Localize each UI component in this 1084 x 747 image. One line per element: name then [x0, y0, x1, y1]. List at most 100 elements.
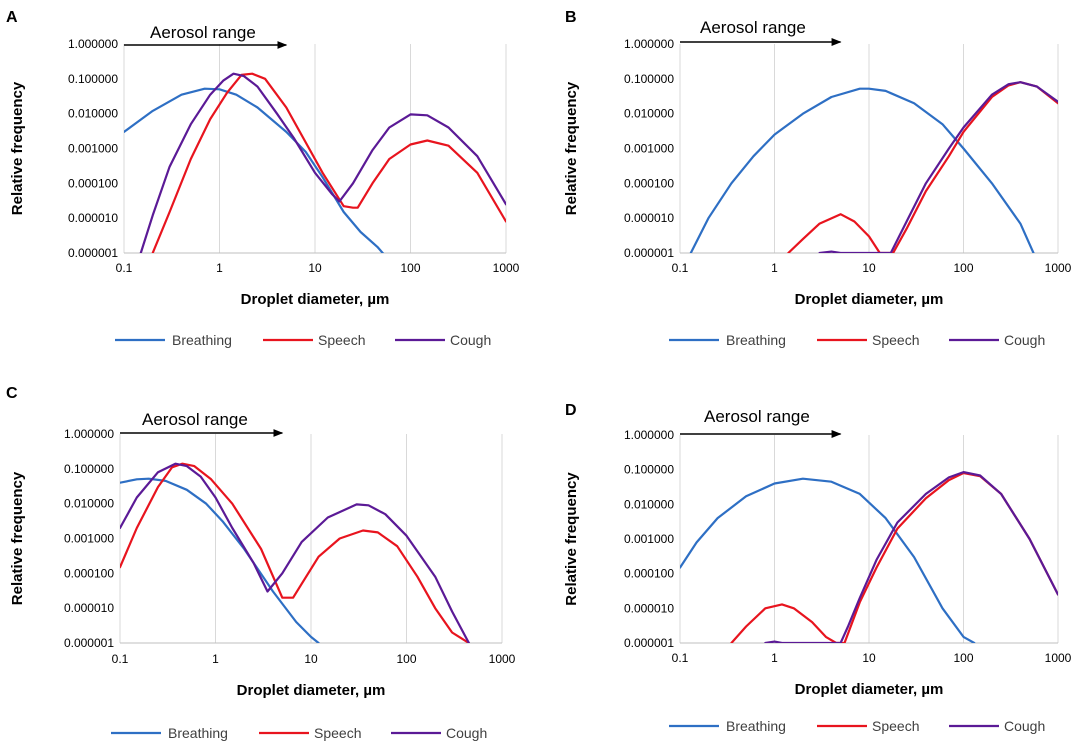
x-tick-label: 0.1	[672, 261, 689, 275]
aerosol-range-label: Aerosol range	[700, 18, 806, 37]
legend-label-speech: Speech	[872, 332, 919, 348]
legend-label-breathing: Breathing	[726, 332, 786, 348]
legend: Breathing Speech Cough	[115, 332, 491, 348]
y-tick-label: 0.000010	[624, 601, 674, 615]
x-tick-label: 10	[304, 652, 318, 666]
legend: Breathing Speech Cough	[669, 332, 1045, 348]
y-tick-label: 0.001000	[68, 142, 118, 156]
chart-panel-d: D 0.000001 0.000010 0.000100 0.001000 0.01000…	[563, 402, 1072, 734]
y-tick-label: 0.000100	[64, 566, 114, 580]
chart-panel-c: C 0.000001 0.000010 0.000100 0.001000 0.01000…	[6, 385, 516, 741]
series-line-cough	[120, 462, 470, 643]
y-tick-label: 1.000000	[68, 37, 118, 51]
series-line-speech	[730, 471, 1058, 643]
x-tick-label: 10	[862, 651, 876, 665]
legend: Breathing Speech Cough	[111, 725, 487, 741]
y-tick-label: 0.000001	[68, 246, 118, 260]
y-axis-title: Relative frequency	[9, 81, 26, 215]
x-tick-label: 10	[308, 261, 322, 275]
series-line-speech	[787, 81, 1058, 253]
x-axis-title: Droplet diameter, µm	[237, 682, 386, 699]
y-tick-label: 0.000010	[68, 211, 118, 225]
chart-panel-a: A 0.000001 0.000010 0.000100 0.001000 0.01000…	[6, 9, 520, 348]
x-tick-label: 0.1	[112, 652, 129, 666]
x-axis-title: Droplet diameter, µm	[795, 681, 944, 698]
x-tick-label: 1000	[493, 261, 520, 275]
legend-label-breathing: Breathing	[726, 718, 786, 734]
x-tick-label: 10	[862, 261, 876, 275]
x-tick-label: 1000	[489, 652, 516, 666]
aerosol-range-label: Aerosol range	[150, 23, 256, 42]
series-line-breathing	[120, 477, 320, 643]
y-tick-label: 0.100000	[624, 72, 674, 86]
y-tick-label: 0.100000	[624, 463, 674, 477]
legend-label-breathing: Breathing	[172, 332, 232, 348]
legend-label-cough: Cough	[1004, 718, 1045, 734]
x-tick-label: 1000	[1045, 261, 1072, 275]
x-tick-label: 100	[400, 261, 420, 275]
y-tick-label: 0.100000	[64, 462, 114, 476]
legend: Breathing Speech Cough	[669, 718, 1045, 734]
y-axis-title: Relative frequency	[563, 81, 580, 215]
series-line-speech	[151, 72, 506, 253]
y-tick-label: 0.000001	[624, 636, 674, 650]
series-line-speech	[120, 462, 470, 643]
y-tick-label: 0.010000	[68, 107, 118, 121]
x-tick-label: 0.1	[116, 261, 133, 275]
series-line-cough	[818, 81, 1058, 253]
y-axis-title: Relative frequency	[563, 472, 580, 606]
y-tick-label: 0.010000	[624, 107, 674, 121]
series-line-cough	[764, 471, 1058, 643]
x-tick-label: 100	[396, 652, 416, 666]
y-tick-label: 0.000010	[624, 211, 674, 225]
x-axis-title: Droplet diameter, µm	[795, 291, 944, 308]
y-tick-label: 0.100000	[68, 72, 118, 86]
y-tick-label: 0.000100	[624, 176, 674, 190]
x-tick-label: 1	[216, 261, 223, 275]
aerosol-range-label: Aerosol range	[142, 410, 248, 429]
y-tick-label: 0.001000	[624, 142, 674, 156]
series-lines	[689, 81, 1058, 253]
panel-letter: C	[6, 385, 18, 402]
x-tick-label: 1	[771, 651, 778, 665]
x-tick-label: 0.1	[672, 651, 689, 665]
series-lines	[124, 72, 506, 253]
y-tick-label: 0.010000	[624, 497, 674, 511]
series-lines	[680, 471, 1058, 643]
y-tick-label: 0.000010	[64, 601, 114, 615]
y-tick-label: 1.000000	[624, 37, 674, 51]
x-tick-label: 1	[771, 261, 778, 275]
x-tick-label: 100	[953, 651, 973, 665]
y-tick-label: 0.000100	[68, 176, 118, 190]
x-tick-label: 1	[212, 652, 219, 666]
y-tick-label: 0.000001	[624, 246, 674, 260]
series-line-breathing	[689, 87, 1035, 253]
x-tick-label: 1000	[1045, 651, 1072, 665]
series-line-breathing	[680, 477, 976, 643]
x-tick-label: 100	[953, 261, 973, 275]
y-tick-label: 0.001000	[64, 532, 114, 546]
aerosol-range-label: Aerosol range	[704, 407, 810, 426]
legend-label-speech: Speech	[318, 332, 365, 348]
x-axis-title: Droplet diameter, µm	[241, 291, 390, 308]
legend-label-speech: Speech	[314, 725, 361, 741]
legend-label-cough: Cough	[446, 725, 487, 741]
y-tick-label: 1.000000	[64, 427, 114, 441]
y-tick-label: 1.000000	[624, 428, 674, 442]
chart-panel-b: B 0.000001 0.000010 0.000100 0.001000 0.01000…	[563, 9, 1072, 348]
series-line-breathing	[124, 87, 385, 253]
legend-label-breathing: Breathing	[168, 725, 228, 741]
legend-label-speech: Speech	[872, 718, 919, 734]
y-axis-title: Relative frequency	[9, 471, 26, 605]
series-lines	[120, 462, 470, 643]
panel-letter: A	[6, 9, 18, 26]
legend-label-cough: Cough	[1004, 332, 1045, 348]
y-tick-label: 0.010000	[64, 497, 114, 511]
y-tick-label: 0.001000	[624, 532, 674, 546]
y-tick-label: 0.000100	[624, 567, 674, 581]
panel-letter: D	[565, 402, 577, 419]
y-tick-label: 0.000001	[64, 636, 114, 650]
panel-letter: B	[565, 9, 577, 26]
series-line-cough	[139, 72, 506, 253]
